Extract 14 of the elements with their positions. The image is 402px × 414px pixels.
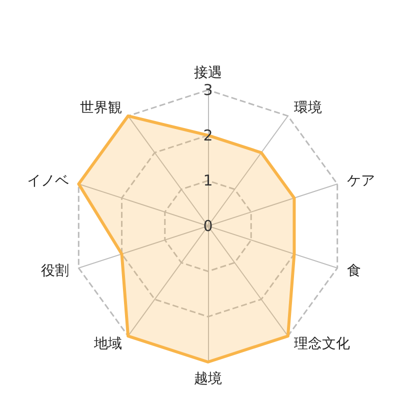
spoke-label: 役割 (41, 263, 70, 280)
y-tick-label: 0 (203, 217, 213, 235)
spoke-label: イノベ (27, 172, 70, 189)
y-tick-label: 2 (203, 126, 213, 144)
spoke-label: 食 (346, 263, 361, 280)
spoke-label: 地域 (93, 336, 122, 352)
y-tick-label: 3 (203, 81, 213, 99)
spoke-label: 理念文化 (294, 336, 350, 352)
spoke-label: 環境 (294, 100, 322, 116)
spoke-label: ケア (346, 172, 375, 189)
spoke-label: 世界観 (80, 100, 122, 116)
spoke-label: 越境 (194, 371, 222, 387)
y-tick-label: 1 (203, 172, 213, 190)
spoke-label: 接遇 (194, 65, 222, 81)
